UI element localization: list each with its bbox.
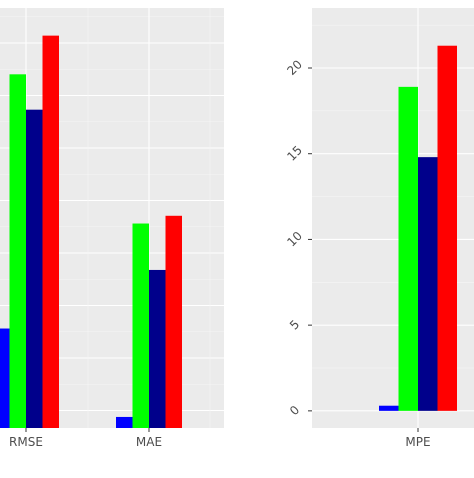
bar-rmse-4 — [42, 35, 59, 428]
y-tick-label-10: 10 — [284, 229, 305, 250]
bar-mae-1 — [116, 416, 133, 428]
bar-mae-4 — [165, 215, 182, 428]
x-tick-label-mpe: MPE — [405, 435, 430, 449]
chart-panel-right: MPE 0 5 10 15 20 — [284, 8, 474, 449]
y-tick-label-5: 5 — [287, 317, 302, 332]
bar-mpe-3 — [418, 157, 438, 411]
bar-rmse-1 — [0, 328, 10, 428]
bar-mae-3 — [149, 269, 166, 428]
y-tick-label-0: 0 — [287, 403, 302, 418]
bar-mpe-1 — [379, 405, 399, 411]
bar-rmse-2 — [9, 74, 26, 428]
bar-mae-2 — [132, 223, 149, 428]
x-tick-label-mae: MAE — [136, 435, 162, 449]
bar-mpe-4 — [437, 45, 457, 411]
chart-panel-left: RMSE MAE — [0, 8, 224, 449]
bar-mpe-2 — [398, 86, 418, 411]
x-tick-label-rmse: RMSE — [9, 435, 43, 449]
bar-rmse-3 — [26, 109, 43, 429]
y-tick-label-15: 15 — [284, 143, 305, 164]
y-tick-label-20: 20 — [284, 57, 305, 78]
